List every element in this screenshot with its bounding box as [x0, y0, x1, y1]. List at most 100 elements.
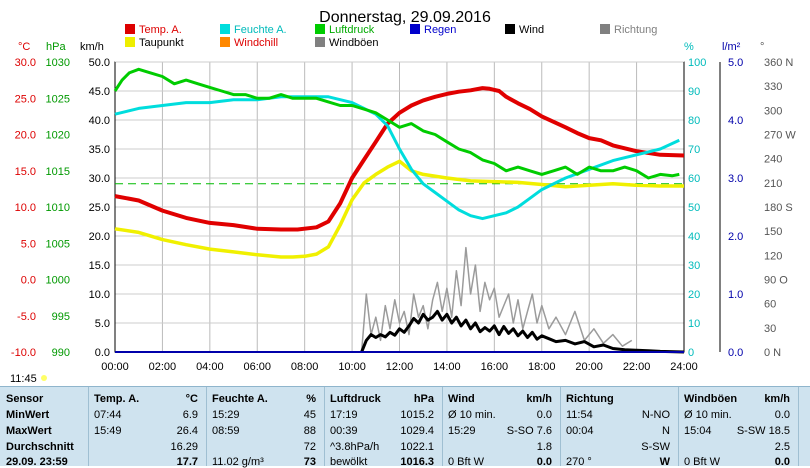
series-wind: [360, 309, 685, 354]
stats-cell-value: N: [662, 425, 670, 437]
direction-axis-tick-label: 60: [764, 299, 776, 311]
stats-cell-value: 26.4: [176, 425, 198, 437]
x-tick-label: 14:00: [433, 361, 461, 373]
stats-cell-left: 15:29: [212, 409, 240, 421]
x-tick-label: 20:00: [575, 361, 603, 373]
rain-axis-tick-label: 0.0: [728, 347, 743, 359]
humidity-axis-tick-label: 0: [688, 347, 694, 359]
legend-label: Wind: [519, 24, 544, 36]
pressure-axis-tick-label: 995: [52, 311, 70, 323]
legend-swatch: [505, 24, 515, 34]
rain-axis-tick-label: 1.0: [728, 289, 743, 301]
wind-axis-tick-label: 35.0: [89, 144, 110, 156]
wind-axis-tick-label: 10.0: [89, 289, 110, 301]
wind-axis-tick-label: 25.0: [89, 202, 110, 214]
x-tick-label: 22:00: [623, 361, 651, 373]
direction-axis-tick-label: 90 O: [764, 275, 788, 287]
pressure-axis-tick-label: 1025: [46, 93, 70, 105]
humidity-axis-tick-label: 10: [688, 318, 700, 330]
stats-cell-left: 15:04: [684, 425, 712, 437]
x-tick-label: 08:00: [291, 361, 319, 373]
stats-column-temp: Temp. A. °C 07:44 6.9 15:49 26.4 16.29 17.7: [88, 387, 207, 468]
stats-cell-value: 6.9: [182, 409, 198, 421]
direction-axis-tick-label: 330: [764, 81, 782, 93]
stats-cell-value: 1029.4: [400, 425, 434, 437]
legend-swatch: [315, 37, 325, 47]
rain-axis-unit: l/m²: [722, 41, 741, 53]
stats-row-label: 29.09. 23:59: [6, 456, 68, 468]
humidity-axis-tick-label: 80: [688, 115, 700, 127]
temp-axis-tick-label: 0.0: [21, 275, 36, 287]
stats-cell-value: 17.7: [176, 456, 198, 468]
stats-cell-left: Ø 10 min.: [448, 409, 496, 421]
legend-swatch: [220, 24, 230, 34]
wind-axis-tick-label: 45.0: [89, 86, 110, 98]
wind-axis-tick-label: 50.0: [89, 57, 110, 69]
direction-axis-tick-label: 120: [764, 250, 782, 262]
humidity-axis-tick-label: 100: [688, 57, 706, 69]
x-tick-label: 04:00: [196, 361, 224, 373]
stats-cell-value: 0.0: [536, 456, 552, 468]
stats-cell-value: N-NO: [641, 409, 670, 421]
current-time-label: 11:45: [10, 373, 37, 385]
legend-label: Luftdruck: [329, 24, 375, 36]
series-luftdruck: [113, 67, 680, 180]
direction-axis-tick-label: 300: [764, 105, 782, 117]
stats-cell-value: 1016.3: [400, 456, 434, 468]
x-tick-label: 02:00: [149, 361, 177, 373]
stats-cell-value: S-SW: [641, 441, 670, 453]
humidity-axis-unit: %: [684, 41, 694, 53]
stats-cell-value: 0.0: [774, 456, 790, 468]
legend-swatch: [315, 24, 325, 34]
wind-axis-tick-label: 5.0: [95, 318, 110, 330]
stats-column-header: Windböen: [684, 393, 738, 405]
stats-cell-value: 72: [303, 441, 316, 453]
stats-cell-left: 17:19: [330, 409, 358, 421]
rain-axis-tick-label: 3.0: [728, 173, 743, 185]
humidity-axis-tick-label: 30: [688, 260, 700, 272]
stats-cell-left: 00:39: [330, 425, 358, 437]
x-tick-label: 24:00: [670, 361, 698, 373]
direction-axis-unit: °: [760, 41, 764, 53]
humidity-axis-tick-label: 60: [688, 173, 700, 185]
wind-axis-tick-label: 40.0: [89, 115, 110, 127]
stats-cell-value: 1.8: [536, 441, 552, 453]
stats-column-luftdruck: Luftdruck hPa 17:19 1015.2 00:39 1029.4 ^3.8hP…: [324, 387, 443, 468]
pressure-axis-unit: hPa: [46, 41, 66, 53]
temp-axis-tick-label: 30.0: [15, 57, 36, 69]
temp-axis-tick-label: 5.0: [21, 238, 36, 250]
stats-column-header: Feuchte A.: [212, 393, 268, 405]
direction-axis-tick-label: 360 N: [764, 57, 793, 69]
direction-axis-tick-label: 240: [764, 154, 782, 166]
stats-cell-left: 15:49: [94, 425, 122, 437]
humidity-axis-tick-label: 50: [688, 202, 700, 214]
series-temp-a: [114, 86, 685, 232]
legend-label: Temp. A.: [139, 24, 182, 36]
stats-cell-value: 1022.1: [400, 441, 434, 453]
legend-swatch: [600, 24, 610, 34]
stats-cell-value: S-SW 18.5: [736, 425, 790, 437]
stats-column-unit: km/h: [526, 393, 552, 405]
stats-column-feuchte: Feuchte A.% 15:29 45 08:59 88 72 11.02 g/m³ 73: [206, 387, 325, 468]
temp-axis-tick-label: 20.0: [15, 130, 36, 142]
temp-axis-tick-label: 10.0: [15, 202, 36, 214]
temp-axis-tick-label: -5.0: [17, 311, 36, 323]
humidity-axis-tick-label: 20: [688, 289, 700, 301]
stats-cell-left: 00:04: [566, 425, 594, 437]
stats-cell-value: 88: [303, 425, 316, 437]
rain-axis-tick-label: 4.0: [728, 115, 743, 127]
temp-axis-tick-label: -10.0: [11, 347, 36, 359]
pressure-axis-tick-label: 1000: [46, 275, 70, 287]
legend-label: Taupunkt: [139, 37, 184, 49]
stats-column-header: Temp. A.: [94, 393, 140, 405]
legend-label: Windchill: [234, 37, 278, 49]
stats-cell-left: Ø 10 min.: [684, 409, 732, 421]
stats-column-unit: °C: [185, 393, 198, 405]
humidity-axis-tick-label: 40: [688, 231, 700, 243]
direction-axis-tick-label: 0 N: [764, 347, 781, 359]
stats-cell-value: W: [659, 456, 670, 468]
stats-label-column: Sensor MinWert MaxWert Durchschnitt 29.09. 2…: [0, 387, 89, 468]
stats-cell-value: S-SO 7.6: [506, 425, 552, 437]
stats-column-header: Luftdruck: [330, 393, 381, 405]
wind-axis-unit: km/h: [80, 41, 104, 53]
